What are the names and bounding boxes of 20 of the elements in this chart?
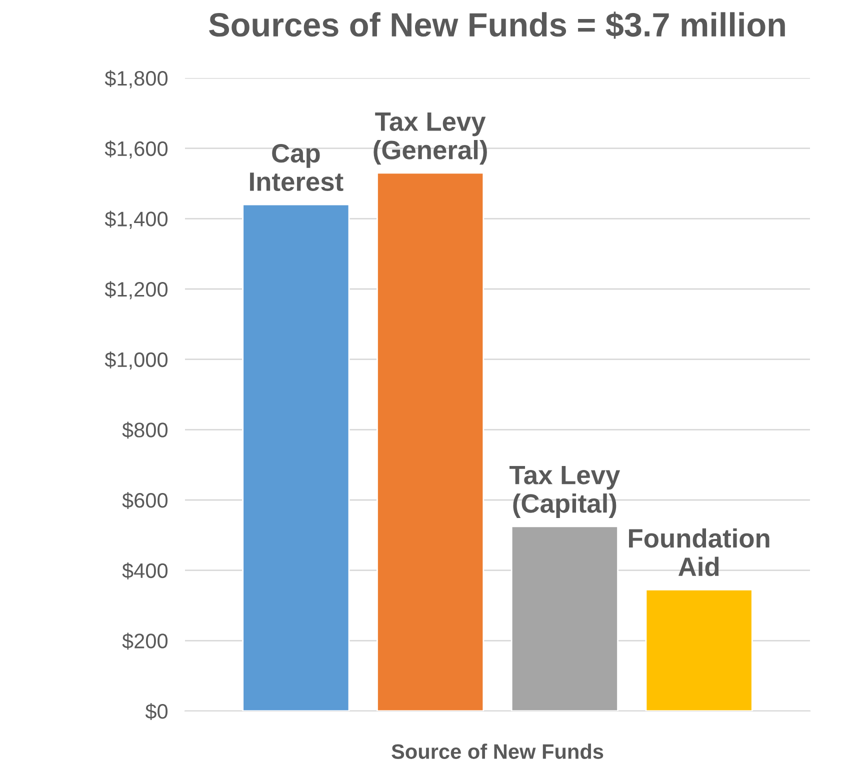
y-tick-label: $1,200 <box>104 281 168 300</box>
series-label: Foundation Aid <box>629 528 770 576</box>
y-tick-label: $400 <box>122 562 168 580</box>
series-label: Tax Levy (General) <box>374 112 487 165</box>
bar <box>645 588 753 711</box>
bar <box>376 172 484 711</box>
y-tick-label: $1,800 <box>104 70 168 88</box>
y-tick-label: $0 <box>145 703 168 720</box>
bar <box>510 526 618 711</box>
x-axis-title: Source of New Funds <box>392 744 604 759</box>
chart-title: Sources of New Funds = $3.7 million <box>209 12 785 39</box>
bar <box>242 204 350 711</box>
series-label: Cap Interest <box>250 144 344 192</box>
y-tick-label: $1,600 <box>104 140 168 159</box>
y-tick-label: $600 <box>122 492 168 509</box>
y-tick-label: $800 <box>122 422 168 439</box>
y-tick-label: $1,000 <box>104 351 168 370</box>
series-label: Tax Levy (Capital) <box>509 466 620 518</box>
y-tick-label: $200 <box>122 632 168 650</box>
y-tick-label: $1,400 <box>104 210 168 229</box>
